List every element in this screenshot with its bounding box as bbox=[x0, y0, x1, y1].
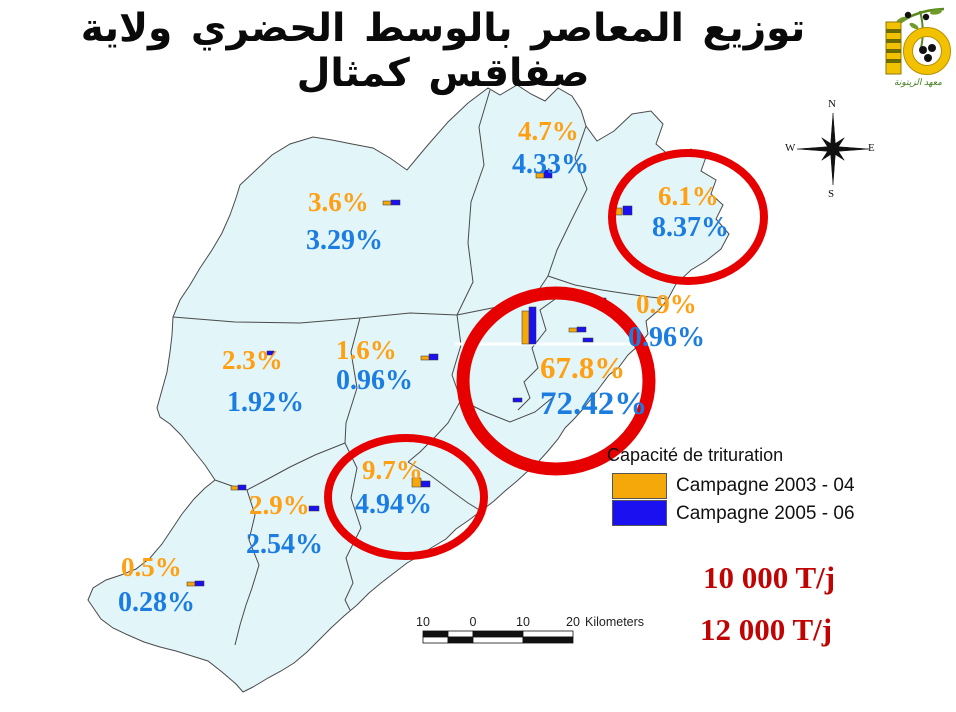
compass-label-north: N bbox=[828, 98, 836, 110]
compass-label-west: W bbox=[785, 142, 796, 154]
bar-2005-south-center-a bbox=[237, 484, 247, 491]
pct-2005-east-coast: 0.96% bbox=[628, 322, 705, 353]
bar-2005-south-center-b bbox=[308, 505, 320, 512]
logo-subtext: معهد الزيتونة bbox=[894, 77, 942, 87]
bar-2003-center bbox=[420, 355, 430, 361]
pct-2003-east-coast: 0.9% bbox=[636, 289, 697, 319]
pct-2003-northeast: 6.1% bbox=[658, 181, 719, 211]
scale-tick: 20 bbox=[566, 615, 580, 629]
legend-label-2003: Campagne 2003 - 04 bbox=[676, 475, 855, 496]
pct-2003-west: 2.3% bbox=[222, 345, 283, 375]
pct-2005-south-center: 2.54% bbox=[246, 529, 323, 560]
legend-swatch-2005 bbox=[612, 500, 667, 526]
institute-logo bbox=[885, 7, 951, 75]
bar-2005-coast-d bbox=[512, 397, 523, 403]
bar-2005-sfax-city bbox=[528, 306, 537, 345]
pct-2005-north: 4.33% bbox=[512, 149, 589, 180]
bar-2005-center bbox=[428, 353, 439, 361]
bar-2003-south-center-a bbox=[230, 485, 239, 491]
highlight-circle-sfax-city bbox=[456, 286, 656, 476]
pct-2003-center: 1.6% bbox=[336, 335, 397, 365]
legend-title: Capacité de trituration bbox=[607, 445, 784, 465]
highlight-circle-southeast bbox=[324, 434, 488, 560]
bar-2005-coast-b bbox=[576, 326, 587, 333]
pct-2005-southwest: 0.28% bbox=[118, 587, 195, 618]
slide-title: توزيع المعاصر بالوسط الحضري ولاية صفاقس … bbox=[80, 6, 806, 96]
bar-2003-coast-b bbox=[568, 327, 578, 333]
delegation-borders bbox=[172, 89, 669, 646]
scale-tick: 10 bbox=[516, 615, 530, 629]
mini-bars bbox=[186, 169, 633, 587]
bar-2003-southwest bbox=[186, 581, 196, 587]
bar-2005-north bbox=[543, 169, 553, 179]
legend-label-2005: Campagne 2005 - 06 bbox=[676, 503, 855, 524]
pct-2003-northwest: 3.6% bbox=[308, 187, 369, 217]
pct-2005-center: 0.96% bbox=[336, 365, 413, 396]
pct-2003-southwest: 0.5% bbox=[121, 552, 182, 582]
capacity-2003: 10 000 T/j bbox=[703, 560, 836, 595]
pct-2003-southeast: 9.7% bbox=[362, 455, 423, 485]
pct-2005-southeast: 4.94% bbox=[355, 489, 432, 520]
bar-2005-southeast bbox=[420, 480, 431, 488]
bar-2005-coast-c bbox=[582, 337, 594, 343]
legend-swatch-2003 bbox=[612, 473, 667, 499]
pct-2003-south-center: 2.9% bbox=[249, 490, 310, 520]
scale-bar bbox=[422, 630, 574, 644]
compass-rose-icon bbox=[796, 112, 870, 186]
bar-2003-northwest bbox=[382, 200, 392, 206]
highlight-circle-northeast bbox=[608, 149, 768, 285]
compass-label-east: E bbox=[868, 142, 875, 154]
compass-label-south: S bbox=[828, 188, 835, 200]
pct-2005-northeast: 8.37% bbox=[652, 212, 729, 243]
pct-2003-north: 4.7% bbox=[518, 116, 579, 146]
pct-2005-sfax-city: 72.42% bbox=[540, 386, 648, 422]
pct-2005-northwest: 3.29% bbox=[306, 225, 383, 256]
governorate-outline bbox=[87, 84, 730, 693]
scale-tick: 0 bbox=[469, 615, 477, 629]
bar-2005-west bbox=[266, 350, 275, 356]
bar-2005-northwest bbox=[390, 199, 401, 206]
bar-2005-northeast bbox=[622, 205, 633, 216]
bar-2003-sfax-city bbox=[521, 310, 530, 345]
pct-2005-west: 1.92% bbox=[227, 387, 304, 418]
scale-tick: 10 bbox=[416, 615, 430, 629]
capacity-2005: 12 000 T/j bbox=[700, 612, 833, 647]
bar-2005-southwest bbox=[194, 580, 205, 587]
scale-unit-label: Kilometers bbox=[585, 615, 645, 629]
pct-2003-sfax-city: 67.8% bbox=[540, 350, 626, 385]
